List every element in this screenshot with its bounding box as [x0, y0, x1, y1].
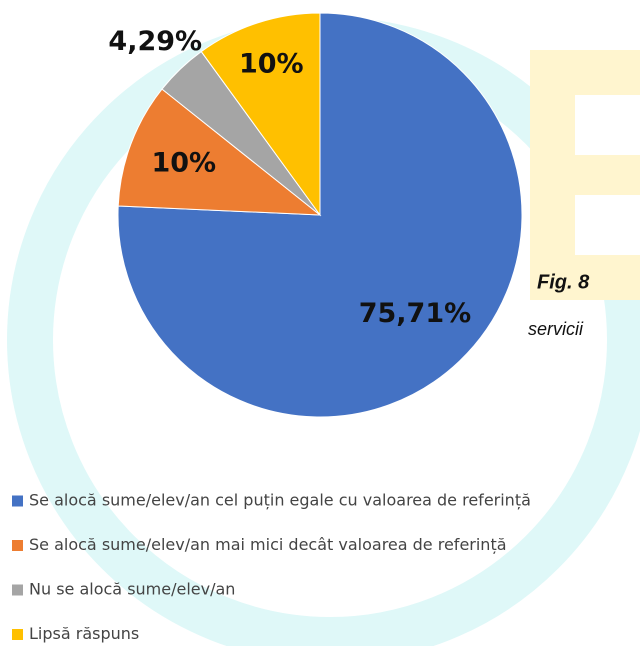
legend-label: Lipsă răspuns — [29, 624, 139, 643]
legend-swatch — [12, 495, 23, 507]
legend-label: Nu se alocă sume/elev/an — [29, 580, 235, 599]
data-label: 4,29% — [108, 26, 202, 57]
annotation: Fig. 8 — [537, 271, 590, 293]
data-label: 75,71% — [359, 298, 471, 329]
annotation: servicii — [528, 319, 584, 339]
pie-slice — [117, 88, 322, 216]
legend-swatch — [12, 584, 23, 596]
pie: 75,71% 10% 4,29% 10% — [108, 12, 523, 418]
legend-label: Se alocă sume/elev/an mai mici decât val… — [29, 535, 507, 554]
legend: Se alocă sume/elev/an cel puțin egale cu… — [12, 491, 531, 643]
pie-slice — [200, 12, 321, 217]
legend-swatch — [12, 540, 23, 551]
legend-label: Se alocă sume/elev/an cel puțin egale cu… — [29, 491, 531, 510]
data-label: 10% — [239, 49, 304, 80]
legend-swatch — [12, 629, 23, 640]
data-label: 10% — [151, 147, 216, 178]
